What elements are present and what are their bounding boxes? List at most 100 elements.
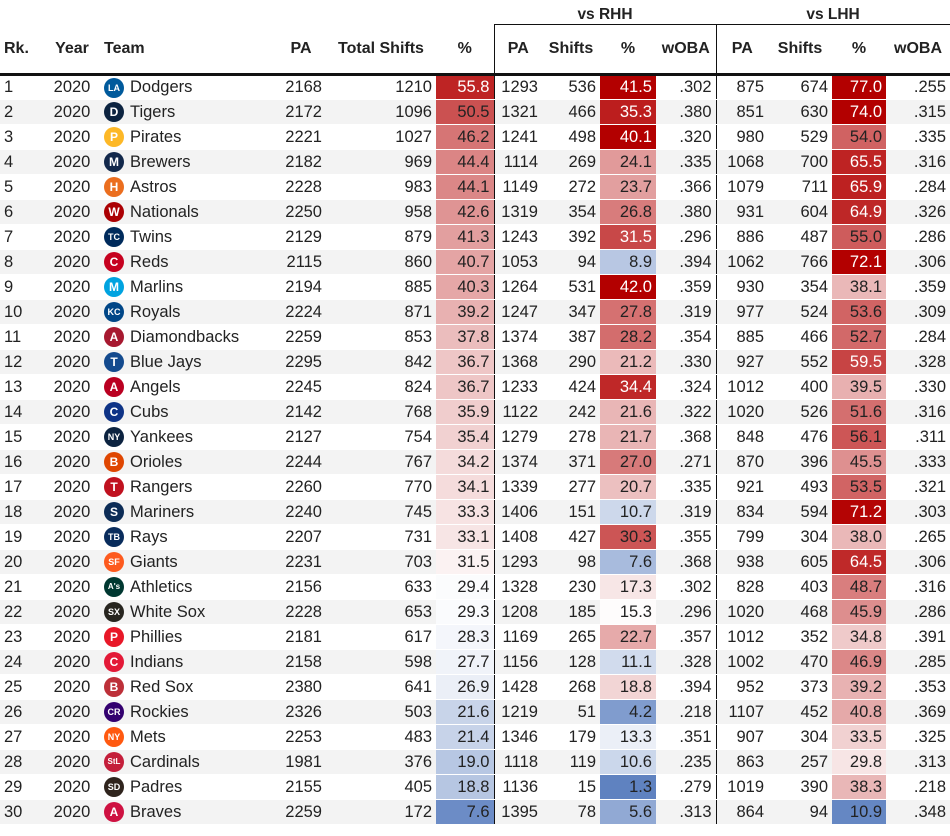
rank-cell: 16 [0,449,44,475]
lhh-shifts-cell: 493 [768,474,833,500]
total-shifts-cell: 969 [326,149,436,175]
team-logo-icon: H [104,177,124,197]
table-row[interactable]: 10 2020 KC Royals 2224 871 39.2 1247 347 27.8.319… [0,299,950,325]
team-cell-content: T Blue Jays [104,352,276,372]
table-row[interactable]: 16 2020 B Orioles 2244 767 34.2 1374 371 27.0.271… [0,449,950,475]
lhh-pct-cell: 74.0 [832,99,887,125]
year-cell: 2020 [44,399,100,425]
lhh-pa-cell: 1019 [715,774,769,800]
table-row[interactable]: 1 2020 LA Dodgers 2168 1210 55.8 1293 536 41.5.30… [0,74,950,100]
col-header-pct[interactable]: % [436,24,494,76]
table-row[interactable]: 26 2020 CR Rockies 2326 503 21.6 1219 51 4.2.218 1… [0,699,950,725]
col-header-rank[interactable]: Rk. [0,24,44,76]
col-header-rhh-pa[interactable]: PA [493,24,542,76]
lhh-shifts-cell: 94 [768,799,833,825]
col-header-lhh-woba[interactable]: wOBA [886,24,950,76]
rhh-pct-cell: 4.2 [600,699,656,725]
team-cell-content: CR Rockies [104,702,276,722]
lhh-woba-cell: .353 [886,674,950,700]
col-header-total-shifts[interactable]: Total Shifts [326,24,436,76]
team-name: Cubs [130,402,169,421]
group-header-row: vs RHH vs LHH [0,0,950,25]
pa-cell: 2168 [276,74,326,100]
table-row[interactable]: 13 2020 A Angels 2245 824 36.7 1233 424 34.4.324 1… [0,374,950,400]
team-logo-icon: LA [104,77,124,98]
table-row[interactable]: 29 2020 SD Padres 2155 405 18.8 1136 15 1.3.279 10… [0,774,950,800]
table-row[interactable]: 28 2020 StL Cardinals 1981 376 19.0 1118 119 10.6… [0,749,950,775]
team-cell-content: B Red Sox [104,677,276,697]
table-row[interactable]: 30 2020 A Braves 2259 172 7.6 1395 78 5.6.313 864 9… [0,799,950,825]
col-header-rhh-pct[interactable]: % [600,24,656,76]
table-row[interactable]: 3 2020 P Pirates 2221 1027 46.2 1241 498 40.1.320… [0,124,950,150]
col-header-lhh-shifts[interactable]: Shifts [768,24,833,76]
year-cell: 2020 [44,574,100,600]
year-cell: 2020 [44,499,100,525]
table-row[interactable]: 22 2020 SX White Sox 2228 653 29.3 1208 185 15.3.… [0,599,950,625]
rhh-woba-cell: .313 [656,799,717,825]
col-header-rhh-shifts[interactable]: Shifts [542,24,600,76]
pct-cell: 33.3 [436,499,494,525]
pa-cell: 2245 [276,374,326,400]
team-cell: P Phillies [100,624,276,650]
table-row[interactable]: 5 2020 H Astros 2228 983 44.1 1149 272 23.7.366 10… [0,174,950,200]
lhh-pa-cell: 1079 [715,174,769,200]
rhh-woba-cell: .359 [656,274,717,300]
lhh-shifts-cell: 700 [768,149,833,175]
total-shifts-cell: 1096 [326,99,436,125]
table-row[interactable]: 14 2020 C Cubs 2142 768 35.9 1122 242 21.6.322 102… [0,399,950,425]
lhh-woba-cell: .369 [886,699,950,725]
rhh-shifts-cell: 392 [542,224,600,250]
lhh-woba-cell: .316 [886,574,950,600]
rhh-pct-cell: 10.7 [600,499,656,525]
col-header-rhh-woba[interactable]: wOBA [656,24,717,76]
table-row[interactable]: 23 2020 P Phillies 2181 617 28.3 1169 265 22.7.35… [0,624,950,650]
pct-cell: 44.4 [436,149,494,175]
rank-cell: 6 [0,199,44,225]
pa-cell: 2244 [276,449,326,475]
rank-cell: 2 [0,99,44,125]
col-header-pa[interactable]: PA [276,24,326,76]
table-row[interactable]: 18 2020 S Mariners 2240 745 33.3 1406 151 10.7.31… [0,499,950,525]
col-header-lhh-pct[interactable]: % [832,24,887,76]
table-row[interactable]: 7 2020 TC Twins 2129 879 41.3 1243 392 31.5.296 88… [0,224,950,250]
table-row[interactable]: 12 2020 T Blue Jays 2295 842 36.7 1368 290 21.2.3… [0,349,950,375]
team-logo-icon: A's [104,577,124,597]
lhh-shifts-cell: 552 [768,349,833,375]
year-cell: 2020 [44,249,100,275]
pa-cell: 2224 [276,299,326,325]
table-row[interactable]: 27 2020 NY Mets 2253 483 21.4 1346 179 13.3.351 90… [0,724,950,750]
table-row[interactable]: 2 2020 D Tigers 2172 1096 50.5 1321 466 35.3.380 8… [0,99,950,125]
table-row[interactable]: 17 2020 T Rangers 2260 770 34.1 1339 277 20.7.335… [0,474,950,500]
team-cell-content: LA Dodgers [104,77,276,98]
rhh-pct-cell: 21.6 [600,399,656,425]
team-name: Phillies [130,627,183,646]
table-row[interactable]: 6 2020 W Nationals 2250 958 42.6 1319 354 26.8.38… [0,199,950,225]
lhh-pa-cell: 851 [715,99,769,125]
team-cell-content: NY Yankees [104,427,276,447]
rhh-shifts-cell: 347 [542,299,600,325]
lhh-pct-cell: 72.1 [832,249,887,275]
table-row[interactable]: 9 2020 M Marlins 2194 885 40.3 1264 531 42.0.359 9… [0,274,950,300]
team-cell-content: A Diamondbacks [104,327,276,347]
col-header-lhh-pa[interactable]: PA [715,24,769,76]
col-header-year[interactable]: Year [44,24,100,76]
table-row[interactable]: 4 2020 M Brewers 2182 969 44.4 1114 269 24.1.335 1… [0,149,950,175]
table-row[interactable]: 25 2020 B Red Sox 2380 641 26.9 1428 268 18.8.394… [0,674,950,700]
table-row[interactable]: 15 2020 NY Yankees 2127 754 35.4 1279 278 21.7.36… [0,424,950,450]
table-row[interactable]: 8 2020 C Reds 2115 860 40.7 1053 94 8.9.394 1062 76… [0,249,950,275]
team-cell: H Astros [100,174,276,200]
rank-cell: 15 [0,424,44,450]
lhh-pct-cell: 71.2 [832,499,887,525]
table-row[interactable]: 21 2020 A's Athletics 2156 633 29.4 1328 230 17.3… [0,574,950,600]
col-header-team[interactable]: Team [100,24,276,76]
pct-cell: 46.2 [436,124,494,150]
table-row[interactable]: 24 2020 C Indians 2158 598 27.7 1156 128 11.1.328… [0,649,950,675]
table-row[interactable]: 11 2020 A Diamondbacks 2259 853 37.8 1374 387 28.… [0,324,950,350]
rhh-shifts-cell: 230 [542,574,600,600]
team-cell-content: M Marlins [104,277,276,297]
team-cell-content: C Indians [104,652,276,672]
rank-cell: 27 [0,724,44,750]
table-row[interactable]: 19 2020 TB Rays 2207 731 33.1 1408 427 30.3.355 79… [0,524,950,550]
table-row[interactable]: 20 2020 SF Giants 2231 703 31.5 1293 98 7.6.368 93… [0,549,950,575]
